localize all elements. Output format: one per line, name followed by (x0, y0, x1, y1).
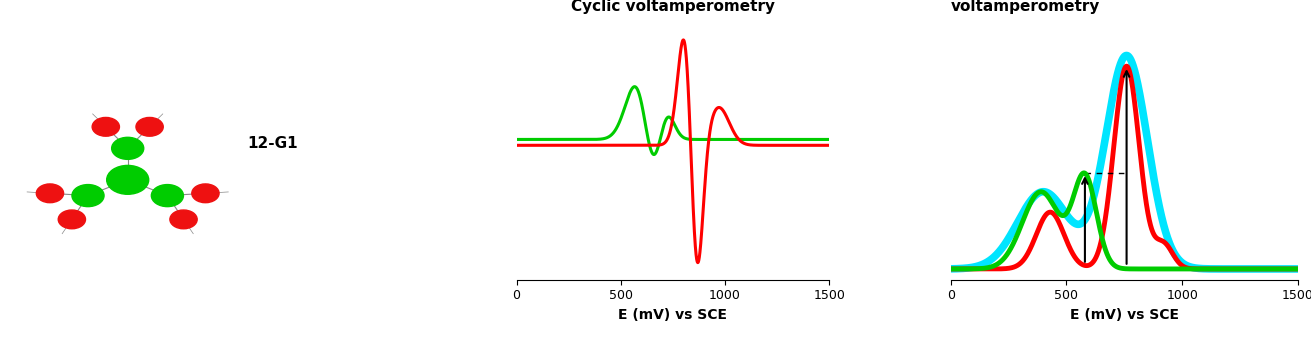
X-axis label: E (mV) vs SCE: E (mV) vs SCE (619, 308, 728, 322)
Text: 12-G1: 12-G1 (248, 136, 298, 151)
Circle shape (136, 117, 164, 136)
Circle shape (111, 137, 144, 159)
Circle shape (151, 184, 184, 207)
Circle shape (58, 210, 85, 229)
X-axis label: E (mV) vs SCE: E (mV) vs SCE (1070, 308, 1179, 322)
Circle shape (170, 210, 197, 229)
Circle shape (37, 184, 64, 203)
Circle shape (106, 165, 148, 194)
Title: Cyclic voltamperometry: Cyclic voltamperometry (570, 0, 775, 15)
Circle shape (92, 117, 119, 136)
Text: Square wave
voltamperometry: Square wave voltamperometry (950, 0, 1100, 15)
Circle shape (72, 184, 104, 207)
Circle shape (191, 184, 219, 203)
